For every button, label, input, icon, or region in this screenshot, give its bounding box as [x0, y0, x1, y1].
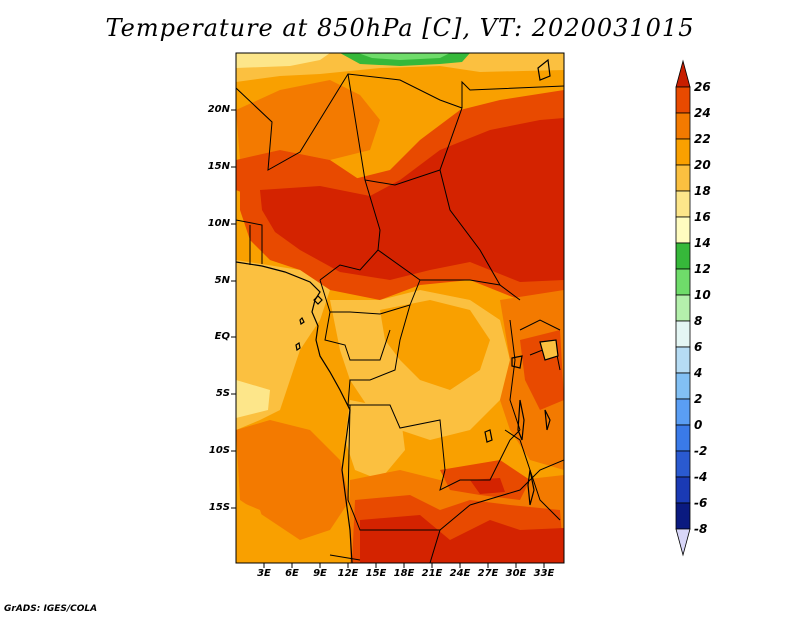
colorbar-label: 4 — [694, 366, 703, 380]
colorbar-segment — [675, 424, 691, 452]
colorbar-segment — [675, 86, 691, 114]
lat-ticks — [231, 109, 236, 509]
lat-label-eq: EQ — [214, 331, 230, 342]
lon-label-30e: 30E — [505, 568, 527, 579]
lat-label-10n: 10N — [207, 218, 230, 229]
lat-label-5s: 5S — [215, 388, 230, 399]
lon-label-33e: 33E — [533, 568, 555, 579]
colorbar-label: 22 — [694, 132, 711, 146]
lon-label-12e: 12E — [337, 568, 359, 579]
lat-label-10s: 10S — [208, 445, 230, 456]
colorbar-label: 8 — [694, 314, 703, 328]
colorbar-segment — [675, 476, 691, 504]
lon-label-21e: 21E — [421, 568, 443, 579]
colorbar-label: 10 — [694, 288, 711, 302]
colorbar-segment — [675, 346, 691, 374]
colorbar-label: 26 — [694, 80, 711, 94]
colorbar-label: -4 — [694, 470, 708, 484]
footer-credit: GrADS: IGES/COLA — [4, 604, 98, 614]
colorbar-label: 20 — [694, 158, 711, 172]
colorbar-segment — [675, 294, 691, 322]
lon-label-24e: 24E — [449, 568, 471, 579]
colorbar-label: 18 — [694, 184, 711, 198]
lakes — [484, 58, 559, 506]
colorbar-label: 14 — [694, 236, 711, 250]
lon-label-15e: 15E — [365, 568, 387, 579]
lon-label-3e: 3E — [257, 568, 271, 579]
lat-label-15n: 15N — [207, 161, 230, 172]
colorbar-label: 12 — [694, 262, 711, 276]
colorbar-label: 2 — [694, 392, 703, 406]
colorbar-segment — [675, 372, 691, 400]
lon-label-27e: 27E — [477, 568, 499, 579]
colorbar-segment — [675, 242, 691, 270]
colorbar-label: 6 — [694, 340, 703, 354]
colorbar-segment — [675, 216, 691, 244]
coastline — [236, 261, 353, 563]
colorbar-segment — [675, 164, 691, 192]
lon-label-18e: 18E — [393, 568, 415, 579]
colorbar-label: -2 — [694, 444, 708, 458]
colorbar-segment — [675, 320, 691, 348]
colorbar-segment — [675, 268, 691, 296]
map-border — [235, 52, 565, 564]
colorbar-segment — [675, 502, 691, 530]
colorbar-label: 24 — [694, 106, 711, 120]
lat-label-20n: 20N — [207, 104, 230, 115]
colorbar-segment — [675, 112, 691, 140]
colorbar-segment — [675, 190, 691, 218]
colorbar-label: 0 — [694, 418, 703, 432]
lat-label-5n: 5N — [214, 275, 230, 286]
lon-ticks — [263, 563, 545, 568]
lon-label-9e: 9E — [313, 568, 327, 579]
colorbar — [675, 59, 691, 557]
colorbar-under-triangle — [675, 528, 691, 557]
lon-label-6e: 6E — [285, 568, 299, 579]
colorbar-over-triangle — [675, 59, 691, 88]
map-title: Temperature at 850hPa [C], VT: 202003101… — [105, 14, 695, 42]
colorbar-label: 16 — [694, 210, 711, 224]
colorbar-segment — [675, 398, 691, 426]
lat-label-15s: 15S — [208, 502, 230, 513]
colorbar-label: -8 — [694, 522, 708, 536]
colorbar-label: -6 — [694, 496, 708, 510]
colorbar-segment — [675, 138, 691, 166]
colorbar-segment — [675, 450, 691, 478]
